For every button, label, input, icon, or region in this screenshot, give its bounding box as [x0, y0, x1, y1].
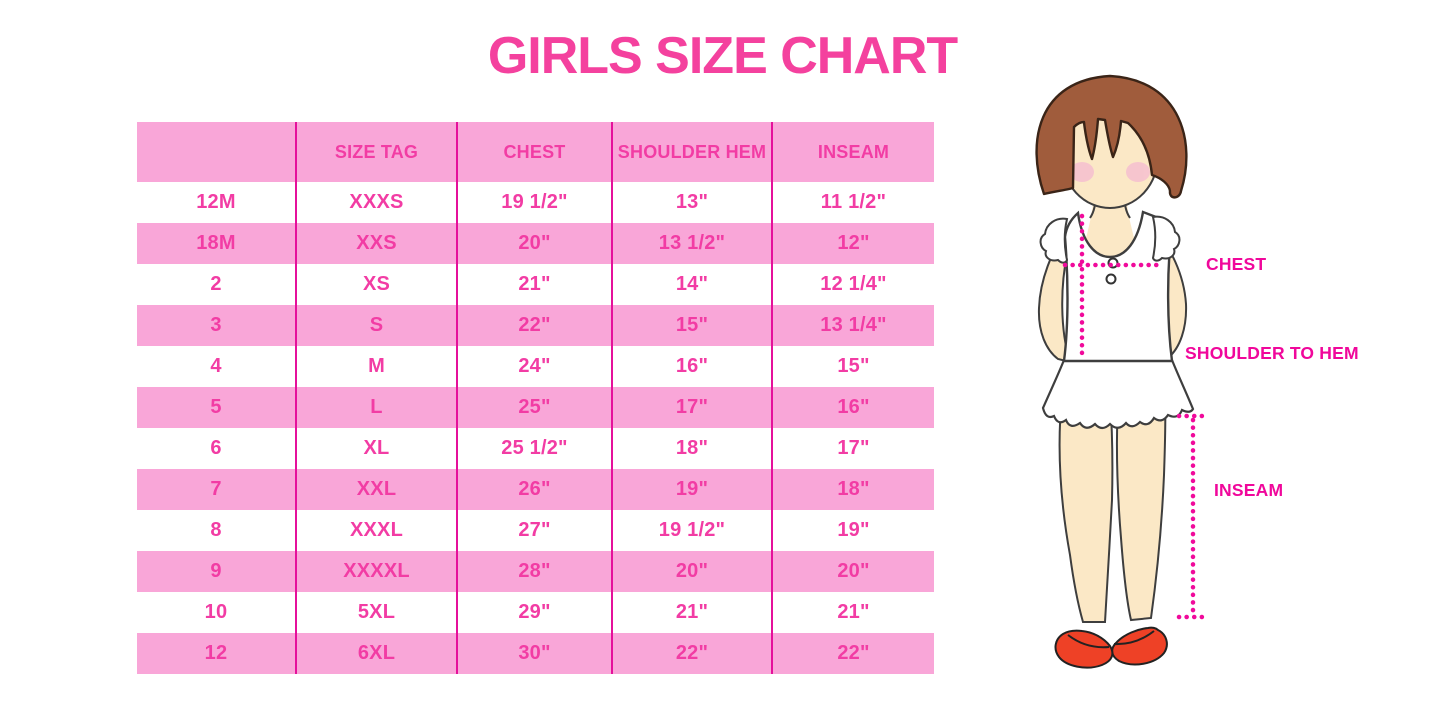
table-cell: 5XL [297, 592, 458, 633]
table-cell: 19" [837, 519, 870, 541]
table-cell: 21" [613, 592, 773, 633]
skirt-ruffle [1041, 358, 1195, 430]
shoulder-to-hem-measurement-label: SHOULDER TO HEM [1185, 343, 1359, 363]
table-cell: 13" [613, 182, 773, 223]
table-cell: 25 1/2" [458, 428, 613, 469]
table-cell: L [297, 387, 458, 428]
header-cell-inseam: INSEAM [817, 141, 890, 162]
table-row: 5 L 25" 17" 16" [137, 387, 934, 428]
shoulder-ruffles [1039, 215, 1181, 264]
table-cell: 27" [458, 510, 613, 551]
chest-measurement-label: CHEST [1206, 254, 1267, 274]
table-cell: 6 [137, 428, 297, 469]
table-cell: 12M [137, 182, 297, 223]
table-cell: 12 [137, 633, 297, 674]
table-row: 9 XXXXL 28" 20" 20" [137, 551, 934, 592]
table-cell: 21" [458, 264, 613, 305]
table-cell: M [297, 346, 458, 387]
mary-jane-shoes [1054, 626, 1168, 669]
table-header-row: SIZE TAG CHEST SHOULDER HEM INSEAM [137, 122, 934, 182]
table-cell: 7 [137, 469, 297, 510]
page-title: GIRLS SIZE CHART [487, 27, 958, 85]
table-cell: XL [297, 428, 458, 469]
table-cell: 21" [837, 601, 870, 623]
table-cell: 22" [458, 305, 613, 346]
table-row: 12M XXXS 19 1/2" 13" 11 1/2" [137, 182, 934, 223]
header-cell-size [137, 122, 297, 182]
table-cell: 4 [137, 346, 297, 387]
table-cell: 17" [613, 387, 773, 428]
table-cell: 15" [613, 305, 773, 346]
table-cell: XXL [297, 469, 458, 510]
table-cell: 5 [137, 387, 297, 428]
table-cell: 19 1/2" [458, 182, 613, 223]
blush-cheeks [1070, 162, 1150, 182]
inseam-measurement-label: INSEAM [1214, 480, 1284, 500]
table-cell: 3 [137, 305, 297, 346]
table-row: 4 M 24" 16" 15" [137, 346, 934, 387]
header-cell-size-tag: SIZE TAG [297, 122, 458, 182]
table-cell: 20" [613, 551, 773, 592]
table-cell: 14" [613, 264, 773, 305]
table-cell: 20" [458, 223, 613, 264]
table-cell: 22" [613, 633, 773, 674]
table-cell: XXXL [297, 510, 458, 551]
table-row: 12 6XL 30" 22" 22" [137, 633, 934, 674]
table-row: 18M XXS 20" 13 1/2" 12" [137, 223, 934, 264]
table-cell: 10 [137, 592, 297, 633]
measurement-lines [1062, 213, 1207, 620]
girl-illustration [1035, 74, 1207, 669]
table-cell: 2 [137, 264, 297, 305]
hair [1035, 74, 1188, 199]
table-cell: 17" [837, 437, 870, 459]
table-cell: 6XL [297, 633, 458, 674]
table-row: 10 5XL 29" 21" 21" [137, 592, 934, 633]
table-cell: 18M [137, 223, 297, 264]
table-cell: XXXS [297, 182, 458, 223]
table-cell: 30" [458, 633, 613, 674]
header-cell-shoulder-hem: SHOULDER HEM [613, 122, 773, 182]
table-cell: 12 1/4" [820, 273, 887, 295]
table-cell: 26" [458, 469, 613, 510]
size-table: SIZE TAG CHEST SHOULDER HEM INSEAM 12M X… [137, 122, 934, 674]
table-row: 6 XL 25 1/2" 18" 17" [137, 428, 934, 469]
table-cell: XXXXL [297, 551, 458, 592]
table-row: 7 XXL 26" 19" 18" [137, 469, 934, 510]
table-cell: 15" [837, 355, 870, 377]
table-cell: 13 1/2" [613, 223, 773, 264]
girl-legs [1058, 393, 1167, 623]
table-cell: 22" [837, 642, 870, 664]
table-cell: 18" [613, 428, 773, 469]
table-row: 3 S 22" 15" 13 1/4" [137, 305, 934, 346]
table-cell: XXS [297, 223, 458, 264]
table-cell: 12" [837, 232, 870, 254]
table-cell: 24" [458, 346, 613, 387]
table-row: 8 XXXL 27" 19 1/2" 19" [137, 510, 934, 551]
table-cell: 16" [613, 346, 773, 387]
header-cell-chest: CHEST [458, 122, 613, 182]
table-cell: 19 1/2" [613, 510, 773, 551]
table-cell: 8 [137, 510, 297, 551]
table-cell: 20" [837, 560, 870, 582]
table-cell: 13 1/4" [820, 314, 887, 336]
table-row: 2 XS 21" 14" 12 1/4" [137, 264, 934, 305]
table-cell: 19" [613, 469, 773, 510]
table-cell: 28" [458, 551, 613, 592]
table-cell: 29" [458, 592, 613, 633]
table-cell: 18" [837, 478, 870, 500]
table-cell: XS [297, 264, 458, 305]
table-cell: S [297, 305, 458, 346]
table-cell: 9 [137, 551, 297, 592]
table-cell: 16" [837, 396, 870, 418]
table-cell: 11 1/2" [820, 191, 887, 213]
table-cell: 25" [458, 387, 613, 428]
